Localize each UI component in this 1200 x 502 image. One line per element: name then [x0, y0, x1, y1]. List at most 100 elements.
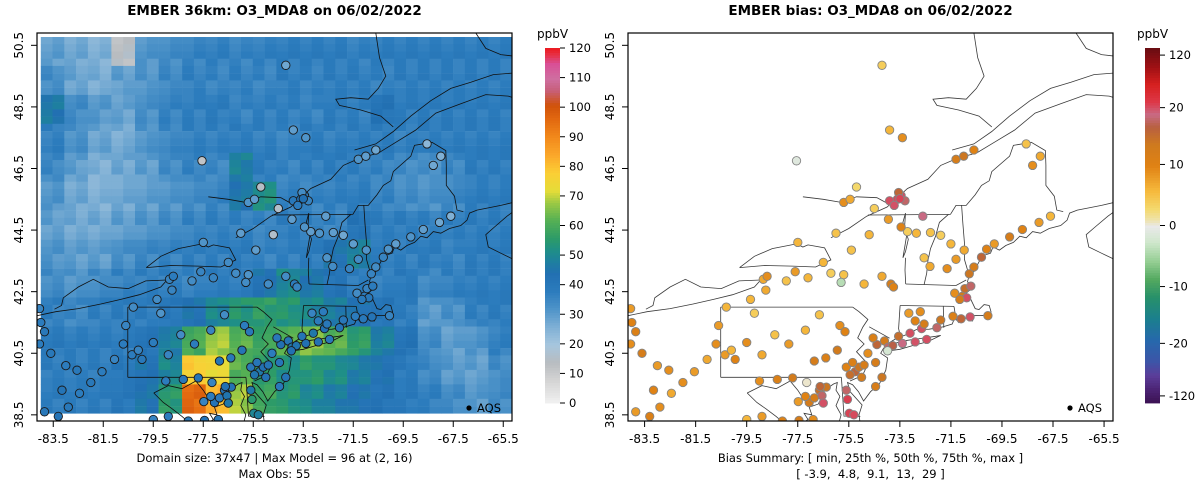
geo-outline: [326, 214, 352, 285]
station-point: [983, 311, 993, 321]
station-point: [239, 320, 250, 331]
colorbar-tick-label: -20: [1169, 336, 1188, 350]
station-point: [253, 410, 263, 420]
station-point: [196, 267, 206, 277]
station-point: [884, 125, 895, 135]
station-point: [214, 356, 225, 366]
station-point: [919, 319, 929, 329]
geo-outline: [904, 257, 907, 285]
model-panel-title: EMBER 36km: O3_MDA8 on 06/02/2022: [127, 3, 422, 19]
station-point: [128, 302, 138, 312]
station-point: [263, 360, 273, 370]
colorbar-tick-label: 90: [569, 130, 584, 144]
station-point: [249, 194, 260, 204]
station-point: [950, 288, 960, 298]
station-point: [847, 357, 858, 368]
x-tick-label: -67.5: [1037, 432, 1068, 446]
station-point: [297, 331, 307, 341]
y-tick-label: 50.5: [603, 32, 617, 59]
station-point: [965, 312, 975, 322]
station-point: [324, 334, 335, 345]
station-point: [288, 125, 298, 135]
station-point: [791, 156, 802, 166]
station-point: [422, 139, 432, 149]
y-tick-label: 48.5: [603, 94, 617, 121]
station-point: [981, 244, 992, 254]
station-point: [631, 407, 641, 417]
station-point: [406, 232, 416, 242]
x-tick-label: -79.5: [731, 432, 762, 446]
geo-outline: [905, 279, 967, 286]
station-point: [350, 311, 360, 321]
station-point: [344, 263, 355, 274]
station-point: [268, 230, 278, 240]
station-point: [859, 360, 869, 370]
station-point: [252, 357, 262, 368]
station-point: [322, 253, 332, 263]
station-point: [915, 307, 925, 317]
station-point: [328, 227, 338, 238]
station-point: [702, 354, 712, 365]
station-point: [206, 391, 216, 402]
geo-outline: [146, 243, 237, 268]
aqs-dot-icon: [1067, 405, 1073, 411]
station-point: [802, 377, 812, 388]
station-point: [109, 354, 120, 365]
geo-outline: [739, 243, 832, 268]
y-tick-label: 42.5: [603, 278, 617, 305]
station-point: [1027, 160, 1038, 171]
station-point: [910, 316, 920, 326]
station-point: [176, 330, 186, 340]
station-point: [74, 388, 85, 398]
station-point: [856, 372, 867, 382]
geo-outline: [867, 214, 951, 216]
geo-outline: [645, 278, 761, 310]
aqs-dot-icon: [466, 405, 472, 411]
station-point: [281, 271, 291, 281]
station-point: [689, 367, 700, 377]
x-tick-label: -65.5: [488, 432, 519, 446]
geo-outline: [932, 33, 993, 128]
bias-x-axis: -83.5 -81.5 -79.5 -77.5 -75.5 -73.5 -71.5 -69.5…: [629, 421, 1120, 446]
station-point: [745, 294, 756, 305]
station-point: [226, 353, 236, 363]
station-point: [353, 254, 363, 264]
station-point: [815, 381, 825, 392]
station-point: [925, 227, 936, 238]
station-point: [919, 253, 929, 263]
station-point: [37, 317, 46, 328]
station-point: [37, 339, 45, 349]
station-point: [219, 310, 230, 320]
station-point: [849, 410, 859, 420]
bias-caption-1: Bias Summary: [ min, 25th %, 50th %, 75t…: [717, 451, 1024, 465]
x-tick-label: -69.5: [986, 432, 1017, 446]
station-point: [869, 203, 879, 214]
x-tick-label: -77.5: [188, 432, 219, 446]
station-point: [749, 308, 760, 318]
station-point: [870, 357, 881, 368]
station-point: [1004, 232, 1015, 242]
station-point: [61, 360, 71, 371]
station-point: [628, 303, 636, 314]
x-tick-label: -69.5: [388, 432, 419, 446]
station-point: [178, 374, 188, 385]
station-point: [57, 385, 67, 395]
station-point: [308, 328, 318, 338]
bias-coastlines: [628, 33, 1113, 421]
model-map: AQS: [37, 33, 512, 421]
station-point: [63, 402, 73, 412]
station-point: [156, 308, 166, 318]
station-point: [371, 262, 381, 272]
station-point: [299, 222, 310, 232]
geo-outline: [352, 141, 464, 215]
station-point: [127, 350, 137, 360]
station-point: [868, 333, 878, 343]
station-point: [790, 267, 800, 277]
station-point: [237, 345, 247, 355]
station-point: [720, 350, 730, 360]
station-point: [368, 281, 378, 291]
station-point: [793, 237, 803, 248]
station-point: [840, 327, 850, 337]
station-point: [428, 160, 438, 171]
station-point: [338, 315, 348, 325]
